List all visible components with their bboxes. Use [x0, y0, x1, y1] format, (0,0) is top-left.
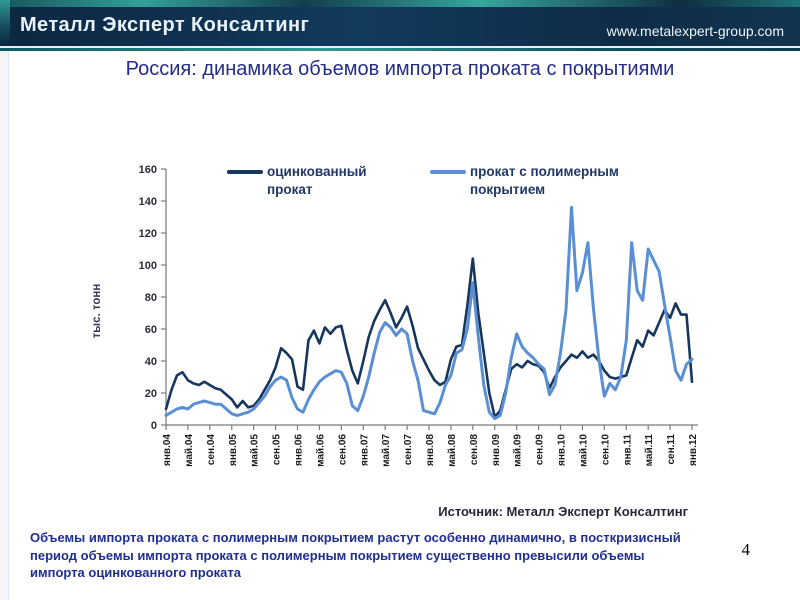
left-margin-strip [0, 51, 9, 600]
svg-text:0: 0 [151, 420, 157, 432]
svg-text:янв.08: янв.08 [425, 434, 436, 466]
svg-text:май.08: май.08 [447, 434, 458, 467]
svg-text:сен.10: сен.10 [600, 434, 611, 466]
svg-text:май.05: май.05 [250, 434, 261, 467]
legend-swatch-polymer [430, 170, 466, 174]
svg-text:сен.08: сен.08 [469, 434, 480, 466]
svg-text:80: 80 [145, 292, 157, 304]
chart-plot-area: 0 20 40 60 80 100 120 140 160 янв.04 май.04 сен.04 я… [139, 164, 699, 467]
legend-item-galvanized: оцинкованный прокат [227, 163, 387, 198]
summary-text: Объемы импорта проката с полимерным покр… [30, 530, 681, 581]
svg-text:140: 140 [139, 196, 157, 208]
svg-text:сен.11: сен.11 [666, 434, 677, 465]
legend-label-polymer: прокат с полимерным покрытием [470, 164, 619, 197]
legend-swatch-galvanized [227, 170, 263, 174]
header-corner-accent [0, 0, 10, 46]
svg-text:янв.12: янв.12 [688, 434, 699, 466]
svg-text:сен.05: сен.05 [272, 434, 283, 466]
legend-label-galvanized: оцинкованный прокат [267, 164, 367, 197]
svg-text:40: 40 [145, 356, 157, 368]
svg-text:май.11: май.11 [644, 434, 655, 467]
website-url: www.metalexpert-group.com [606, 23, 784, 39]
svg-text:май.09: май.09 [513, 434, 524, 467]
svg-text:май.10: май.10 [578, 434, 589, 467]
svg-text:сен.04: сен.04 [206, 434, 217, 466]
svg-text:май.07: май.07 [381, 434, 392, 467]
company-logo-text: Металл Эксперт Консалтинг [20, 14, 310, 36]
svg-text:янв.07: янв.07 [359, 434, 370, 466]
svg-text:янв.05: янв.05 [228, 434, 239, 466]
svg-text:сен.07: сен.07 [403, 434, 414, 466]
header-divider-light [0, 46, 800, 48]
header-bar: Металл Эксперт Консалтинг www.metalexper… [0, 0, 800, 46]
header-divider-teal [0, 48, 800, 51]
page-number: 4 [741, 540, 751, 559]
svg-text:янв.06: янв.06 [294, 434, 305, 466]
svg-text:160: 160 [139, 164, 157, 176]
slide-title: Россия: динамика объемов импорта проката… [125, 58, 675, 80]
svg-text:сен.09: сен.09 [535, 434, 546, 466]
svg-text:янв.11: янв.11 [622, 434, 633, 466]
svg-text:янв.10: янв.10 [557, 434, 568, 466]
source-note: Источник: Металл Эксперт Консалтинг [438, 504, 688, 519]
line-chart: тыс. тонн 0 20 40 60 80 100 120 140 160 янв.04 май… [91, 155, 715, 500]
chart-legend: оцинкованный прокат прокат с полимерным … [95, 163, 715, 213]
svg-text:20: 20 [145, 388, 157, 400]
svg-text:120: 120 [139, 228, 157, 240]
header-teal-strip [0, 0, 800, 7]
svg-text:100: 100 [139, 260, 157, 272]
svg-text:60: 60 [145, 324, 157, 336]
legend-item-polymer: прокат с полимерным покрытием [430, 163, 650, 198]
svg-text:май.04: май.04 [184, 434, 195, 467]
svg-text:янв.09: янв.09 [491, 434, 502, 466]
svg-text:май.06: май.06 [315, 434, 326, 467]
svg-text:сен.06: сен.06 [337, 434, 348, 466]
svg-text:янв.04: янв.04 [162, 434, 173, 466]
